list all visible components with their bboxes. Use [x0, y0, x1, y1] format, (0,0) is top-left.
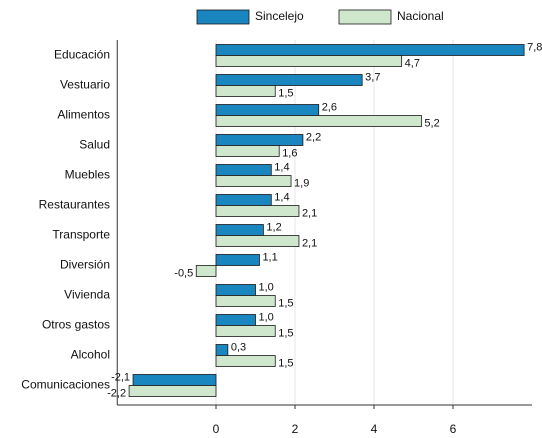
value-label: 1,4 [274, 191, 289, 203]
value-label: 2,1 [302, 237, 317, 249]
category-label: Transporte [52, 228, 110, 242]
bar [195, 265, 217, 277]
bar [215, 145, 280, 157]
value-label: 1,5 [278, 327, 293, 339]
category-label: Vestuario [60, 78, 110, 92]
category-label: Alcohol [71, 348, 110, 362]
category-label: Restaurantes [39, 198, 110, 212]
bar [215, 355, 276, 367]
bar [215, 115, 422, 127]
bar [215, 284, 256, 296]
category-label: Educación [54, 48, 110, 62]
value-label: 1,9 [294, 177, 309, 189]
category-label: Comunicaciones [21, 378, 110, 392]
bar [215, 164, 272, 176]
value-label: 5,2 [424, 117, 439, 129]
value-label: -0,5 [174, 267, 193, 279]
bar [128, 385, 217, 397]
bar [215, 85, 276, 97]
value-label: 1,5 [278, 357, 293, 369]
value-label: 3,7 [365, 71, 380, 83]
bar [215, 194, 272, 206]
bar [215, 104, 320, 116]
value-label: 1,1 [262, 251, 277, 263]
value-label: 1,6 [282, 147, 297, 159]
value-label: -2,1 [111, 371, 130, 383]
bar [215, 314, 256, 326]
bar [215, 205, 300, 217]
value-label: 7,8 [527, 41, 542, 53]
value-label: 1,5 [278, 297, 293, 309]
bar [215, 175, 292, 187]
legend-swatch [196, 9, 250, 25]
bar [215, 55, 403, 67]
bar [132, 374, 217, 386]
legend-label: Sincelejo [255, 9, 304, 23]
value-label: 1,5 [278, 87, 293, 99]
bar [215, 44, 525, 56]
value-label: -2,2 [107, 387, 126, 399]
legend-label: Nacional [397, 9, 444, 23]
bar [215, 235, 300, 247]
bar [215, 325, 276, 337]
value-label: 1,2 [266, 221, 281, 233]
category-label: Muebles [65, 168, 110, 182]
bar [215, 254, 260, 266]
x-tick-label: 2 [292, 422, 299, 436]
category-label: Otros gastos [42, 318, 110, 332]
x-tick-label: 4 [371, 422, 378, 436]
value-label: 4,7 [405, 57, 420, 69]
category-label: Salud [79, 138, 110, 152]
bar [215, 295, 276, 307]
category-label: Alimentos [57, 108, 110, 122]
bar [215, 344, 229, 356]
legend-swatch [338, 9, 392, 25]
value-label: 1,0 [259, 281, 274, 293]
x-tick-label: 0 [213, 422, 220, 436]
x-tick-label: 6 [450, 422, 457, 436]
value-label: 2,2 [306, 131, 321, 143]
category-label: Diversión [60, 258, 110, 272]
category-label: Vivienda [64, 288, 110, 302]
bar [215, 74, 363, 86]
value-label: 2,1 [302, 207, 317, 219]
value-label: 1,0 [259, 311, 274, 323]
value-label: 0,3 [231, 341, 246, 353]
bar [215, 134, 304, 146]
value-label: 2,6 [322, 101, 337, 113]
bar [215, 224, 264, 236]
value-label: 1,4 [274, 161, 289, 173]
